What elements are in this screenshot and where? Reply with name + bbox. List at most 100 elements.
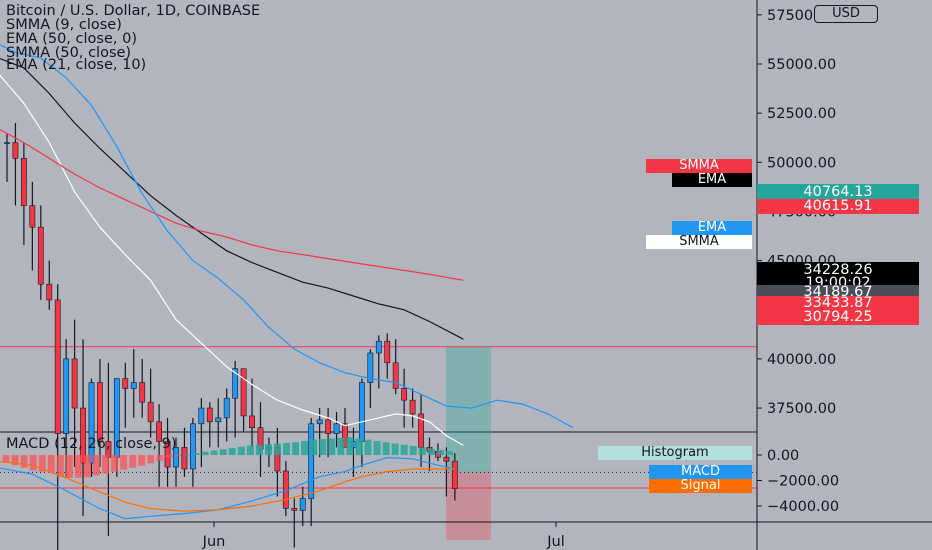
- candle: [54, 284, 61, 550]
- candle: [12, 122, 19, 206]
- macd-histogram-bar: [174, 455, 182, 457]
- price-tag-34189: 34189.67: [757, 285, 919, 299]
- time-tick-label: Jun: [202, 534, 226, 550]
- candle-body: [122, 378, 129, 389]
- candle-body: [223, 397, 230, 419]
- candle-body: [147, 401, 154, 423]
- indicator-ema50-label[interactable]: EMA (50, close, 0): [6, 31, 137, 47]
- candle: [342, 408, 348, 448]
- candle: [147, 368, 154, 438]
- candle-body: [291, 508, 298, 511]
- macd-legend-tag: MACD: [649, 465, 752, 479]
- currency-badge[interactable]: USD: [814, 5, 878, 23]
- signal-line: [0, 460, 455, 512]
- macd-histogram-bar: [346, 437, 354, 455]
- macd-title[interactable]: MACD (12, 26, close, 9): [6, 436, 177, 452]
- macd-histogram-bar: [120, 455, 128, 470]
- candle-body: [139, 382, 146, 403]
- candle: [392, 339, 399, 395]
- candle: [257, 402, 264, 477]
- time-tick-label: Jul: [546, 534, 565, 550]
- candle: [20, 142, 27, 245]
- macd-tick-label: 0.00: [767, 448, 799, 464]
- smma-legend-tag-white: SMMA: [646, 235, 752, 249]
- indicator-smma9-label[interactable]: SMMA (9, close): [6, 17, 122, 33]
- candle-body: [401, 388, 408, 401]
- candle: [215, 398, 222, 448]
- ema-legend-tag-black: EMA: [672, 173, 752, 187]
- macd-histogram-bar: [38, 455, 46, 472]
- candle: [325, 408, 331, 458]
- macd-histogram-bar: [445, 451, 453, 455]
- time-axis[interactable]: Jun Jul: [0, 521, 932, 550]
- macd-histogram-bar: [264, 444, 272, 455]
- indicator-ema21-label[interactable]: EMA (21, close, 10): [6, 57, 147, 73]
- candle: [198, 398, 205, 468]
- histogram-legend-tag: Histogram: [598, 446, 752, 460]
- candle: [206, 402, 213, 448]
- candle-body: [4, 142, 10, 144]
- candle: [122, 362, 129, 428]
- candle-body: [190, 423, 196, 470]
- candle: [130, 349, 137, 418]
- macd-histogram-bar: [129, 455, 137, 468]
- candle-body: [88, 382, 95, 464]
- position-profit-zone: [446, 346, 491, 473]
- price-tick-label: 37500.00: [767, 401, 836, 417]
- candle-body: [299, 498, 306, 511]
- macd-pane[interactable]: [0, 437, 455, 520]
- candle-body: [97, 382, 103, 442]
- ema21-line: [0, 44, 574, 429]
- candle-body: [443, 456, 450, 462]
- macd-histogram-bar: [219, 449, 227, 455]
- candle-body: [206, 407, 213, 423]
- candle: [274, 427, 281, 497]
- smma9-line: [0, 74, 464, 446]
- candle: [401, 368, 408, 428]
- candle-body: [333, 423, 340, 434]
- macd-histogram-bar: [409, 446, 417, 455]
- macd-histogram-bar: [292, 442, 300, 455]
- candle-body: [451, 460, 458, 489]
- macd-histogram-bar: [111, 455, 119, 472]
- candle-body: [29, 205, 36, 228]
- candle-body: [240, 368, 247, 417]
- candle: [63, 339, 70, 477]
- macd-histogram-bar: [391, 443, 399, 455]
- macd-histogram-bar: [47, 455, 55, 473]
- candle-body: [37, 226, 44, 285]
- macd-histogram-bar: [11, 455, 19, 466]
- macd-histogram-bar: [192, 453, 200, 455]
- macd-histogram-bar: [427, 448, 435, 455]
- candle-body: [12, 142, 19, 159]
- candle-body: [54, 299, 61, 434]
- candle: [88, 378, 95, 477]
- macd-histogram-bar: [147, 455, 155, 464]
- price-tag-30794: 30794.25: [757, 310, 919, 325]
- candle-body: [308, 423, 315, 499]
- candle-body: [375, 340, 382, 354]
- candle: [4, 132, 10, 182]
- indicator-smma50-label[interactable]: SMMA (50, close): [6, 45, 132, 61]
- candle-body: [46, 283, 53, 301]
- candle-body: [80, 407, 86, 464]
- macd-histogram-bar: [310, 439, 318, 455]
- main-plot-area[interactable]: [0, 44, 757, 550]
- macd-histogram-bar: [328, 438, 336, 455]
- macd-histogram-bar: [246, 445, 254, 455]
- candle: [97, 358, 103, 468]
- ema50-line: [0, 57, 464, 340]
- macd-histogram-bar: [83, 455, 91, 478]
- macd-histogram-bar: [301, 440, 309, 455]
- macd-histogram-bar: [138, 455, 146, 466]
- macd-histogram-bar: [93, 455, 100, 476]
- candle-body: [392, 362, 399, 389]
- candle: [223, 388, 230, 442]
- candle: [291, 498, 298, 548]
- candle-body: [342, 423, 348, 448]
- candle-body: [215, 417, 222, 423]
- candle-body: [198, 407, 205, 425]
- macd-tick-label: −4000.00: [767, 499, 839, 515]
- chart-title: Bitcoin / U.S. Dollar, 1D, COINBASE: [6, 3, 261, 19]
